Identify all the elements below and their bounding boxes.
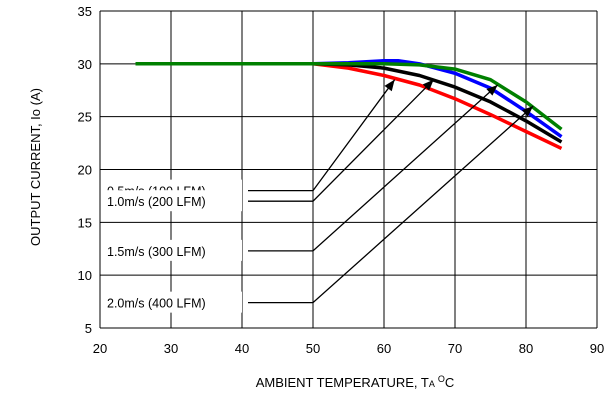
x-tick-label: 60 xyxy=(377,341,391,356)
x-tick-label: 70 xyxy=(448,341,462,356)
annotation-label: 2.0m/s (400 LFM) xyxy=(107,297,206,311)
y-tick-label: 10 xyxy=(78,268,92,283)
y-tick-label: 35 xyxy=(78,4,92,19)
x-tick-label: 30 xyxy=(164,341,178,356)
annotation-leader xyxy=(248,84,499,252)
series-line xyxy=(135,62,563,131)
x-tick-label: 90 xyxy=(590,341,604,356)
y-tick-label: 30 xyxy=(78,57,92,72)
annotation-leader xyxy=(248,79,396,192)
x-tick-label: 20 xyxy=(93,341,107,356)
annotation-arrowhead xyxy=(384,79,395,92)
annotation-label-box xyxy=(103,291,242,313)
y-axis-title: OUTPUT CURRENT, Io (A) xyxy=(28,88,43,246)
annotation-arrowhead xyxy=(521,106,534,117)
series-layer xyxy=(135,58,563,150)
annotation-label-box xyxy=(103,239,242,261)
annotation-layer: 0.5m/s (100 LFM)1.0m/s (200 LFM)1.5m/s (… xyxy=(103,79,534,313)
annotation-label: 1.5m/s (300 LFM) xyxy=(107,245,206,259)
annotation-arrowhead xyxy=(486,84,498,96)
annotation-leader xyxy=(248,79,435,202)
y-tick-label: 25 xyxy=(78,110,92,125)
x-axis-title: AMBIENT TEMPERATURE, TA OC xyxy=(256,374,455,390)
x-tick-label: 50 xyxy=(306,341,320,356)
y-tick-label: 5 xyxy=(85,321,92,336)
annotation-label-box xyxy=(103,190,242,212)
y-tick-label: 15 xyxy=(78,215,92,230)
annotation-label: 1.0m/s (200 LFM) xyxy=(107,195,206,209)
x-tick-label: 40 xyxy=(235,341,249,356)
annotation-arrowhead xyxy=(422,79,434,91)
x-tick-label: 80 xyxy=(519,341,533,356)
annotation-leader xyxy=(248,105,534,304)
y-tick-label: 20 xyxy=(78,163,92,178)
tick-labels: 20 30 40 50 60 70 80 90 5 10 15 20 25 30 35 xyxy=(78,4,605,356)
